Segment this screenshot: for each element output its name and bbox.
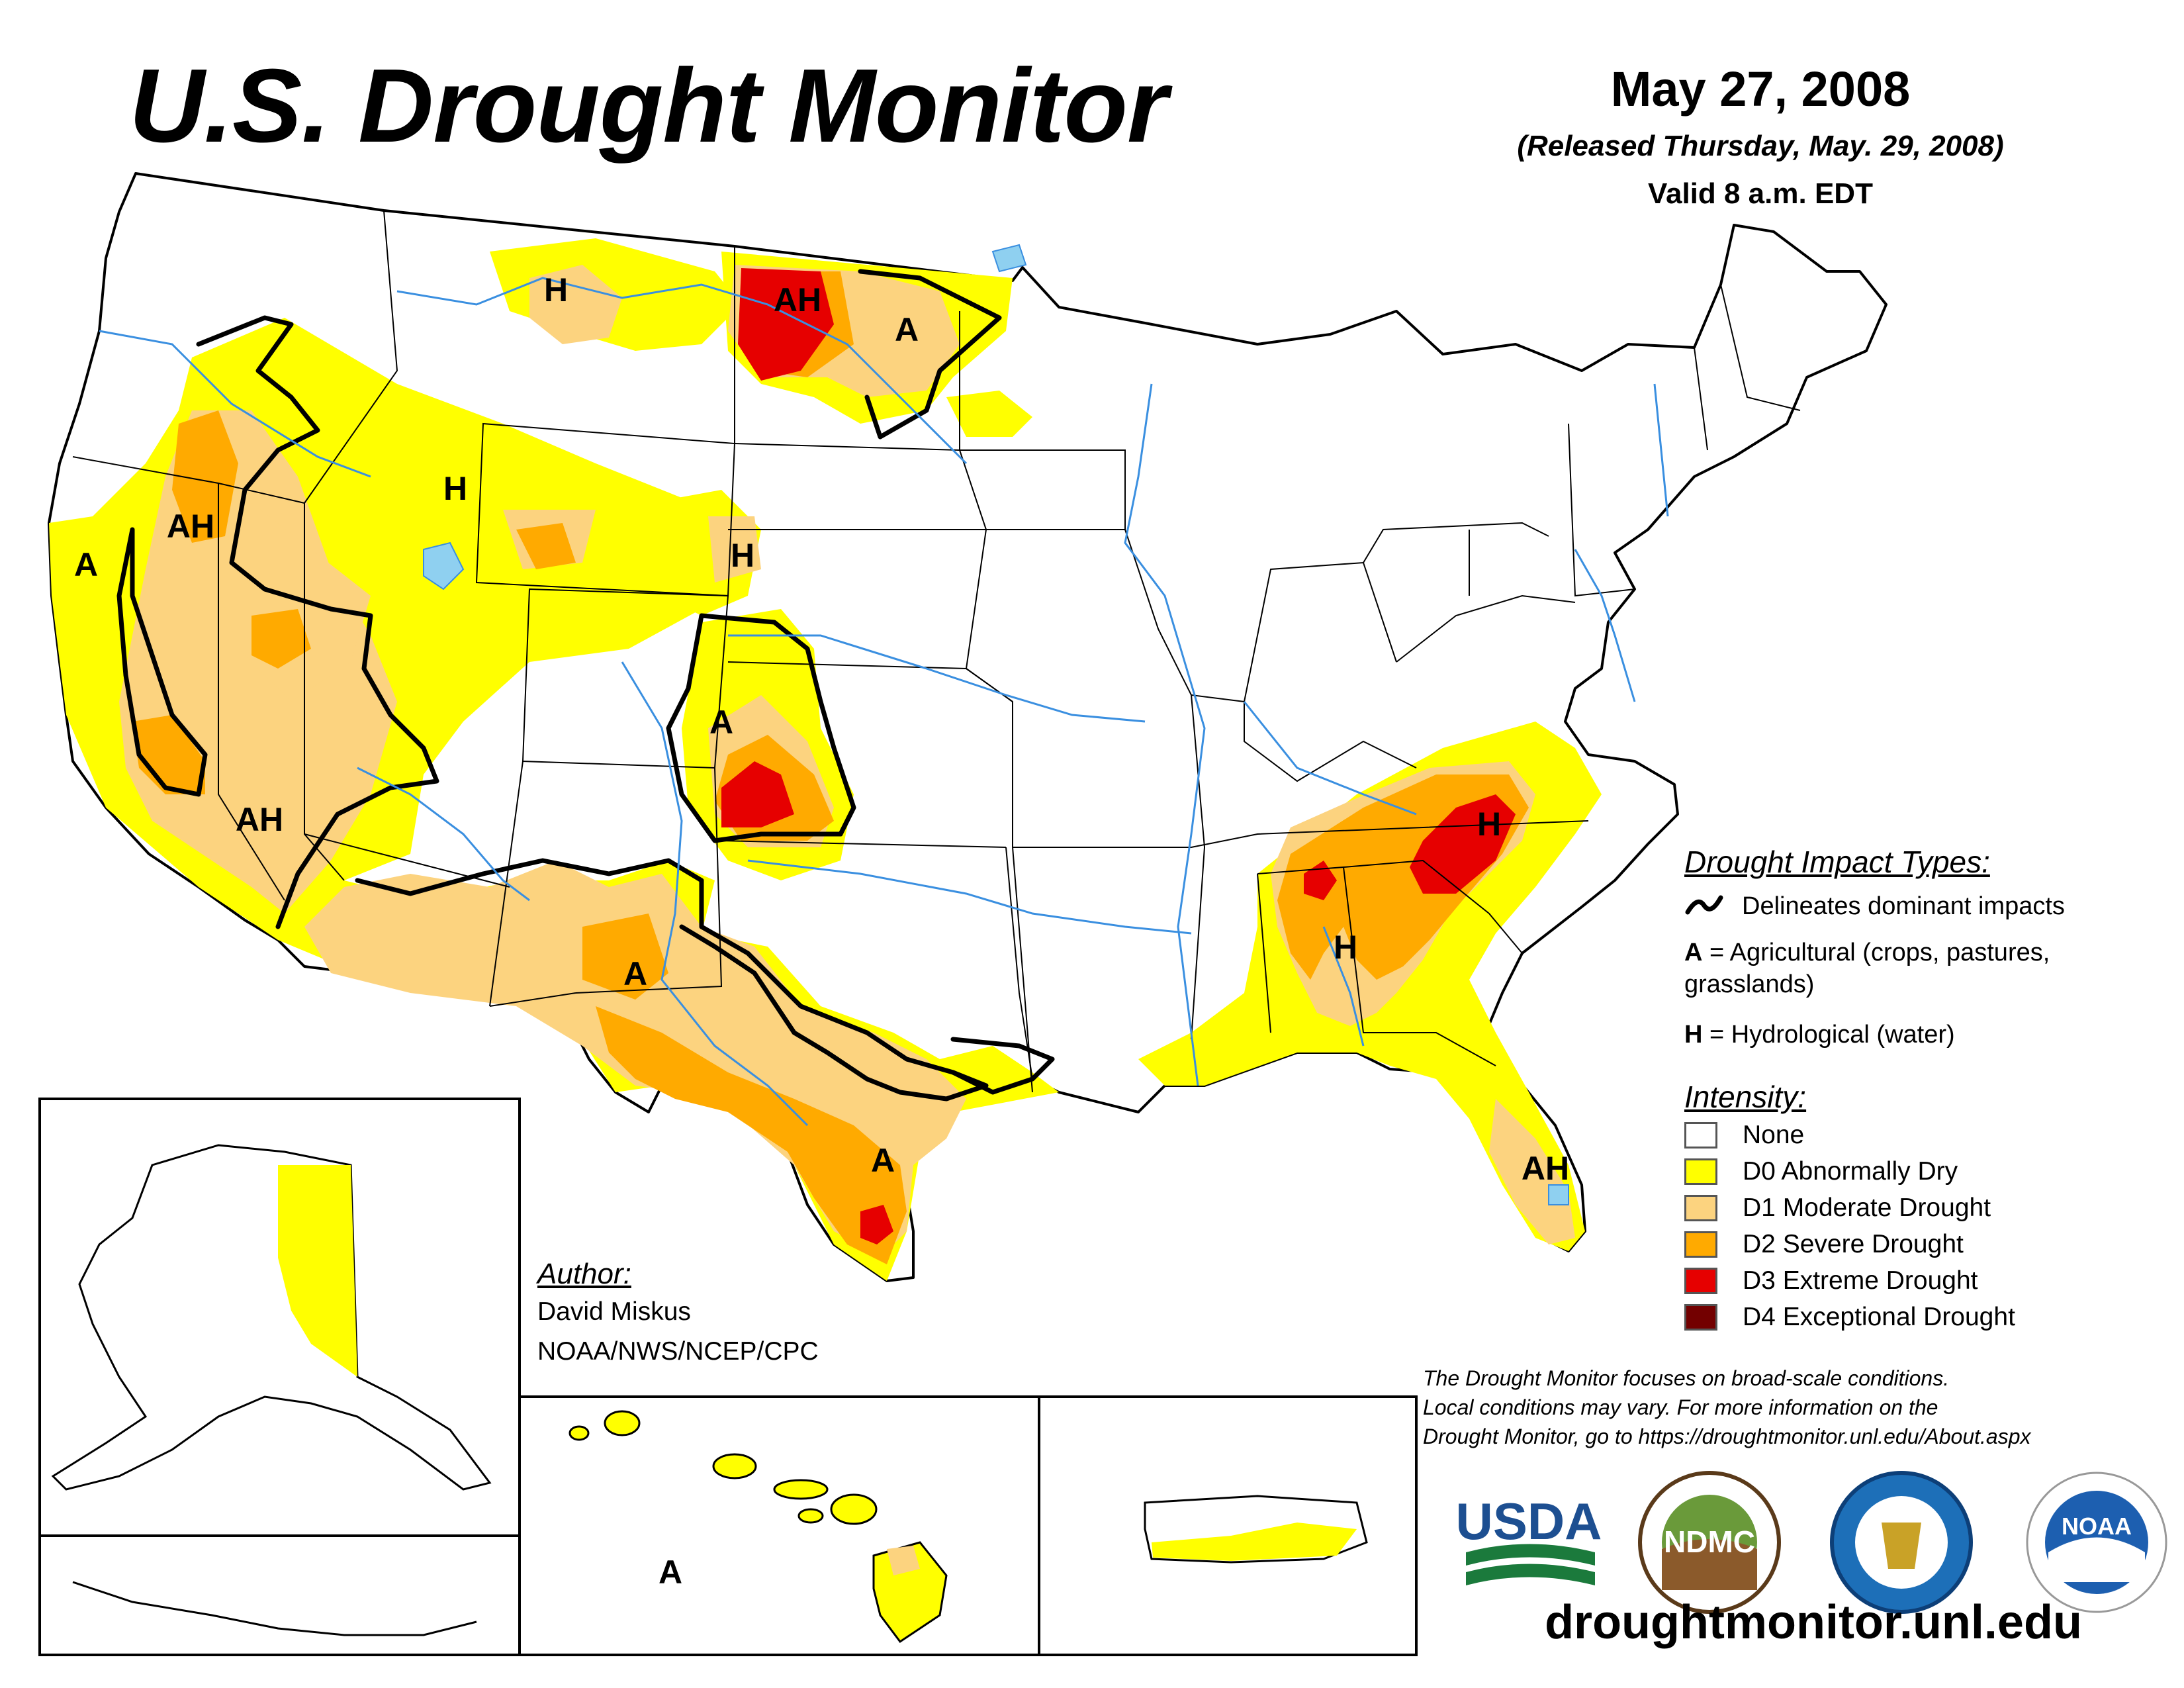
d3-texas [860,1205,893,1244]
intensity-label-3: D2 Severe Drought [1743,1230,1964,1258]
label-a-new-mexico: A [623,955,647,992]
intensity-heading: Intensity: [1684,1080,1807,1114]
lakes [423,244,1569,1205]
intensity-swatch-3 [1684,1231,1717,1258]
hydrological-definition: H = Hydrological (water) [1684,1021,1955,1049]
intensity-label-1: D0 Abnormally Dry [1743,1157,1958,1186]
label-h-idaho: H [443,470,467,507]
impact-types-heading: Drought Impact Types: [1684,845,1990,879]
intensity-label-2: D1 Moderate Drought [1743,1194,1991,1222]
intensity-swatch-4 [1684,1268,1717,1294]
aleutian-islands [72,1581,477,1636]
map-title: U.S. Drought Monitor [129,48,1167,164]
impact-line-north-dakota [858,269,1002,440]
disclaimer-note: The Drought Monitor focuses on broad-sca… [1423,1364,2177,1451]
state-boundaries [72,210,1801,1093]
agricultural-text: = Agricultural (crops, pastures, [1702,939,2050,966]
impact-line-gulf [950,1037,1055,1095]
noaa-logo-text: NOAA [2062,1513,2132,1540]
label-a-colorado: A [709,704,733,741]
impact-labels: H AH A H AH A H A AH A A H H AH A [74,271,1569,1591]
author-name: David Miskus [537,1297,691,1326]
d3-north-dakota [738,268,834,381]
map-date: May 27, 2008 [1610,62,1911,117]
hawaii-islands [569,1410,948,1644]
agricultural-letter: A [1684,939,1703,966]
impact-line-west [196,315,439,929]
lake-okeechobee [1548,1184,1569,1205]
agricultural-definition-2: grasslands) [1684,970,1815,998]
hydrological-text: = Hydrological (water) [1702,1021,1955,1049]
ndmc-logo: NDMC [1638,1471,1781,1614]
d1-florida [1489,1099,1575,1244]
label-a-north-dakota: A [895,311,919,348]
release-date: (Released Thursday, May. 29, 2008) [1517,130,2004,162]
label-h-wyoming: H [731,537,754,574]
impact-line-california [116,527,208,797]
label-h-carolinas: H [1477,806,1501,843]
commerce-seal [1830,1471,1973,1614]
usda-logo-text: USDA [1455,1492,1602,1550]
d1-wyoming-east [708,516,761,583]
note-line-2: Local conditions may vary. For more info… [1423,1395,1938,1419]
hawaii-d1 [887,1546,920,1575]
d3-colorado-kansas [721,761,794,827]
intensity-label-0: None [1743,1121,1805,1149]
label-h-alabama: H [1334,929,1357,966]
label-a-california: A [74,546,98,583]
puerto-rico-inset [1038,1395,1418,1656]
note-line-1: The Drought Monitor focuses on broad-sca… [1423,1366,1950,1390]
impact-line-label: Delineates dominant impacts [1742,892,2065,920]
impact-line-sample-icon [1685,895,1723,915]
website-url[interactable]: droughtmonitor.unl.edu [1545,1596,2082,1649]
d3-extreme-drought-areas [721,268,1516,1244]
label-ah-arizona: AH [236,801,283,838]
alaska-shape [51,1144,492,1491]
label-a-hawaii: A [659,1554,682,1591]
intensity-swatch-2 [1684,1195,1717,1221]
d3-carolinas [1410,794,1516,894]
intensity-swatch-1 [1684,1158,1717,1185]
inset-frames [38,1098,1418,1656]
intensity-legend: None D0 Abnormally Dry D1 Moderate Drought… [1684,1121,2081,1347]
rivers [99,277,1669,1127]
d2-nevada [251,609,311,669]
hawaii-inset [518,1395,1040,1656]
d2-wyoming [516,523,576,569]
great-salt-lake [423,541,465,590]
d2-california [132,715,205,794]
label-h-montana: H [544,271,568,308]
author-organization: NOAA/NWS/NCEP/CPC [537,1337,819,1366]
d3-alabama [1304,861,1337,900]
author-heading: Author: [537,1258,631,1290]
intensity-label-4: D3 Extreme Drought [1743,1266,1978,1295]
note-line-3: Drought Monitor, go to https://droughtmo… [1423,1425,2031,1448]
puerto-rico-d0 [1152,1523,1357,1561]
agricultural-definition: A = Agricultural (crops, pastures, [1684,939,2050,967]
impact-line-colorado [666,613,856,843]
intensity-label-5: D4 Exceptional Drought [1743,1303,2015,1331]
d1-montana [529,265,622,344]
d2-new-mexico [582,914,668,1000]
intensity-swatch-0 [1684,1122,1717,1149]
noaa-logo: NOAA [2026,1472,2167,1613]
label-ah-florida: AH [1522,1150,1569,1187]
usda-logo: USDA [1455,1492,1602,1585]
alaska-d0 [278,1165,357,1377]
valid-time: Valid 8 a.m. EDT [1648,177,1873,210]
impact-line-southwest [355,858,989,1102]
d0-minnesota-patch [946,391,1032,437]
hydrological-letter: H [1684,1021,1703,1049]
label-a-texas: A [871,1142,895,1179]
label-ah-nevada: AH [167,508,214,545]
impact-boundary-lines [116,269,1055,1102]
label-ah-north-dakota: AH [774,281,821,318]
lake-of-the-woods [991,244,1027,273]
d2-oregon [172,410,238,543]
intensity-swatch-5 [1684,1304,1717,1331]
d2-texas [596,1006,907,1264]
ndmc-logo-text: NDMC [1664,1524,1755,1559]
